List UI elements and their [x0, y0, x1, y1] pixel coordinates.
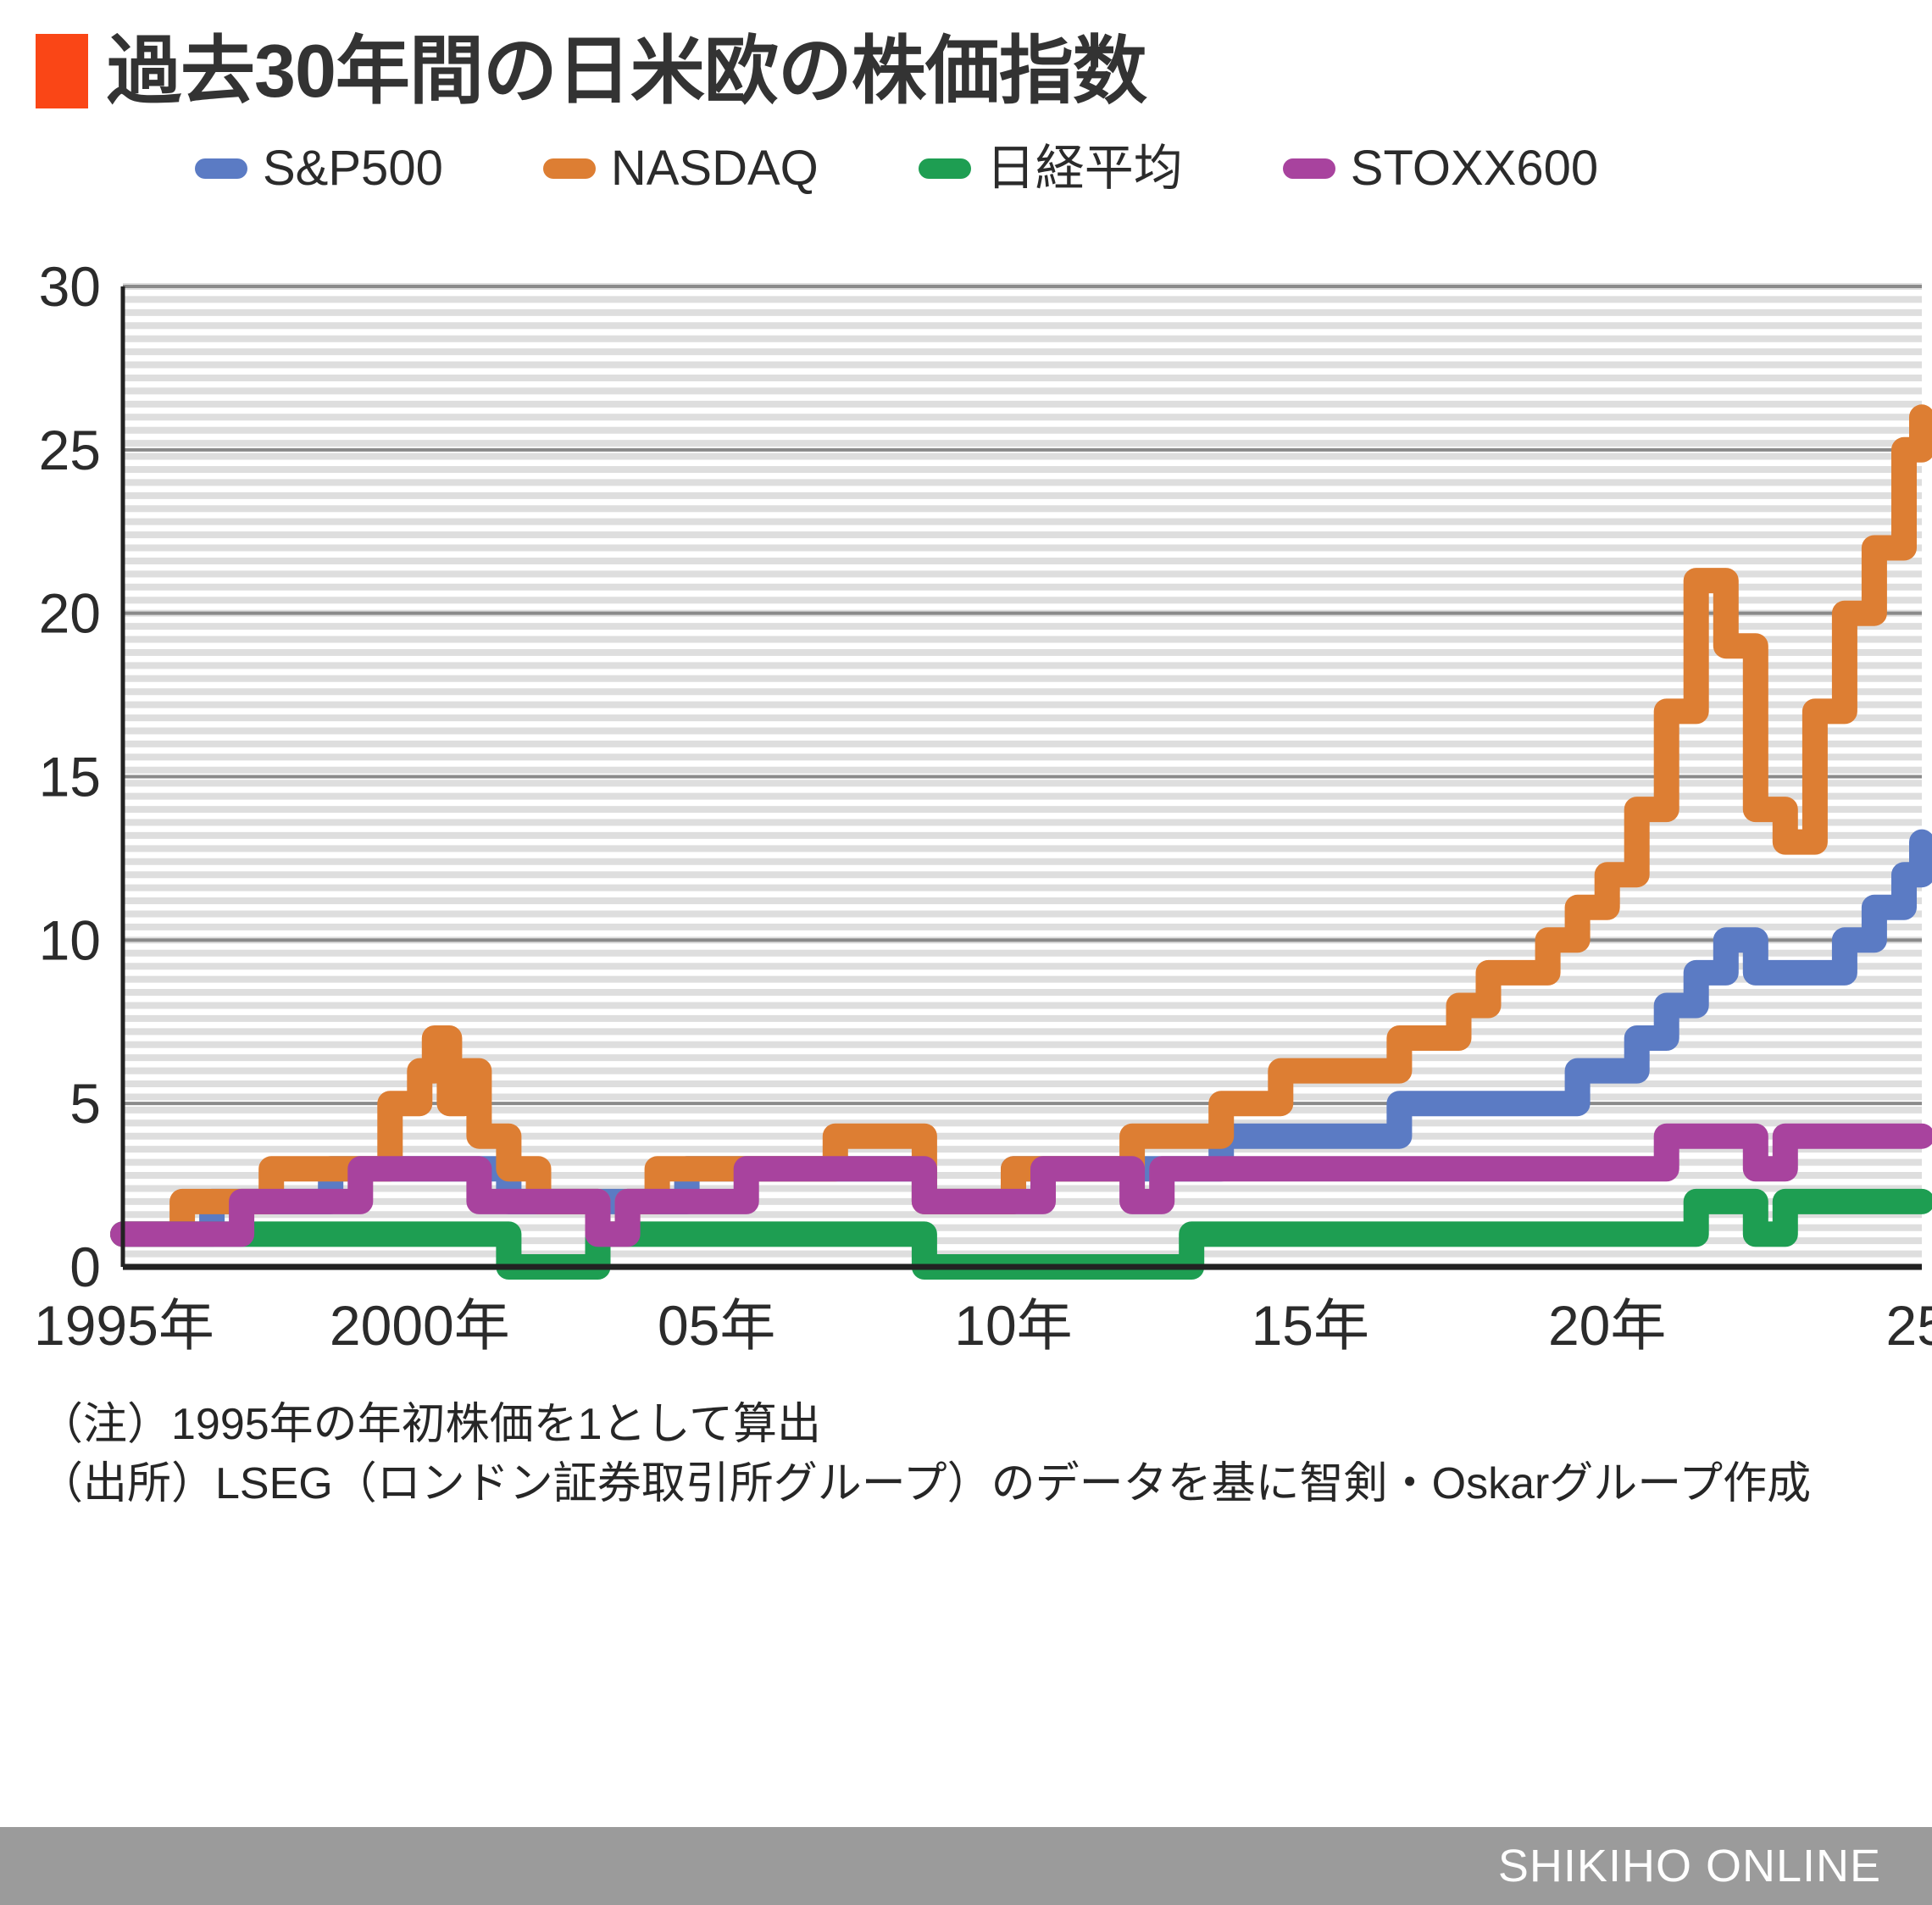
y-tick-label: 15: [39, 746, 101, 808]
legend-label-nikkei: 日経平均: [985, 141, 1183, 196]
x-tick-label: 20年: [1548, 1294, 1666, 1357]
chart-legend: S&P500 NASDAQ 日経平均 STOXX600: [0, 139, 1932, 198]
y-tick-label: 0: [69, 1236, 101, 1298]
grid-minor-lines: [123, 283, 1922, 1270]
x-axis-tick-labels: 1995年 2000年 05年 10年 15年 20年 25年: [34, 1294, 1932, 1357]
chart-series-group: [110, 404, 1932, 1280]
y-axis-tick-labels: 0 5 10 15 20 25 30: [39, 255, 101, 1298]
x-tick-label: 25年: [1886, 1294, 1932, 1357]
legend-item-sp500[interactable]: S&P500: [195, 144, 443, 193]
legend-label-stoxx600: STOXX600: [1350, 141, 1599, 196]
chart-notes: （注）1995年の年初株価を1として算出 （出所）LSEG（ロンドン証券取引所グ…: [0, 1373, 1932, 1513]
y-tick-label: 20: [39, 582, 101, 645]
title-accent-mark: [36, 34, 88, 108]
legend-swatch-icon-nikkei: [918, 158, 971, 179]
y-tick-label: 30: [39, 255, 101, 318]
y-tick-label: 10: [39, 908, 101, 971]
x-tick-label: 1995年: [34, 1294, 214, 1357]
legend-label-nasdaq: NASDAQ: [610, 141, 819, 196]
line-chart: 0 5 10 15 20 25 30 1995年 2000年 05年 10年 15年 20年 25年: [34, 255, 1932, 1357]
chart-header: 過去30年間の日米欧の株価指数: [0, 0, 1932, 108]
legend-item-nasdaq[interactable]: NASDAQ: [542, 141, 819, 196]
grid-major-lines: [123, 285, 1922, 1106]
x-tick-label: 10年: [954, 1294, 1072, 1357]
note-source: （出所）LSEG（ロンドン証券取引所グループ）のデータを基に智剣・Oskarグル…: [39, 1459, 1812, 1509]
legend-item-stoxx600[interactable]: STOXX600: [1282, 141, 1599, 196]
legend-item-nikkei[interactable]: 日経平均: [918, 141, 1183, 196]
chart-axes: [120, 286, 1922, 1270]
series-line-stoxx600: [110, 1123, 1932, 1247]
legend-label-sp500: S&P500: [263, 141, 443, 196]
y-tick-label: 5: [69, 1072, 101, 1135]
chart-area: 0 5 10 15 20 25 30 1995年 2000年 05年 10年 15年 20年 25年: [0, 246, 1932, 1373]
page-title: 過去30年間の日米欧の株価指数: [107, 29, 1147, 113]
legend-swatch-icon-sp500: [195, 158, 247, 179]
x-tick-label: 2000年: [330, 1294, 510, 1357]
footer-bar: SHIKIHO ONLINE: [0, 1827, 1932, 1905]
footer-brand: SHIKIHO ONLINE: [1497, 1841, 1881, 1891]
legend-swatch-icon-nasdaq: [542, 158, 596, 179]
legend-swatch-icon-stoxx600: [1282, 158, 1335, 179]
x-tick-label: 05年: [658, 1294, 775, 1357]
note-method: （注）1995年の年初株価を1として算出: [39, 1400, 822, 1449]
y-tick-label: 25: [39, 419, 101, 481]
x-tick-label: 15年: [1252, 1294, 1369, 1357]
